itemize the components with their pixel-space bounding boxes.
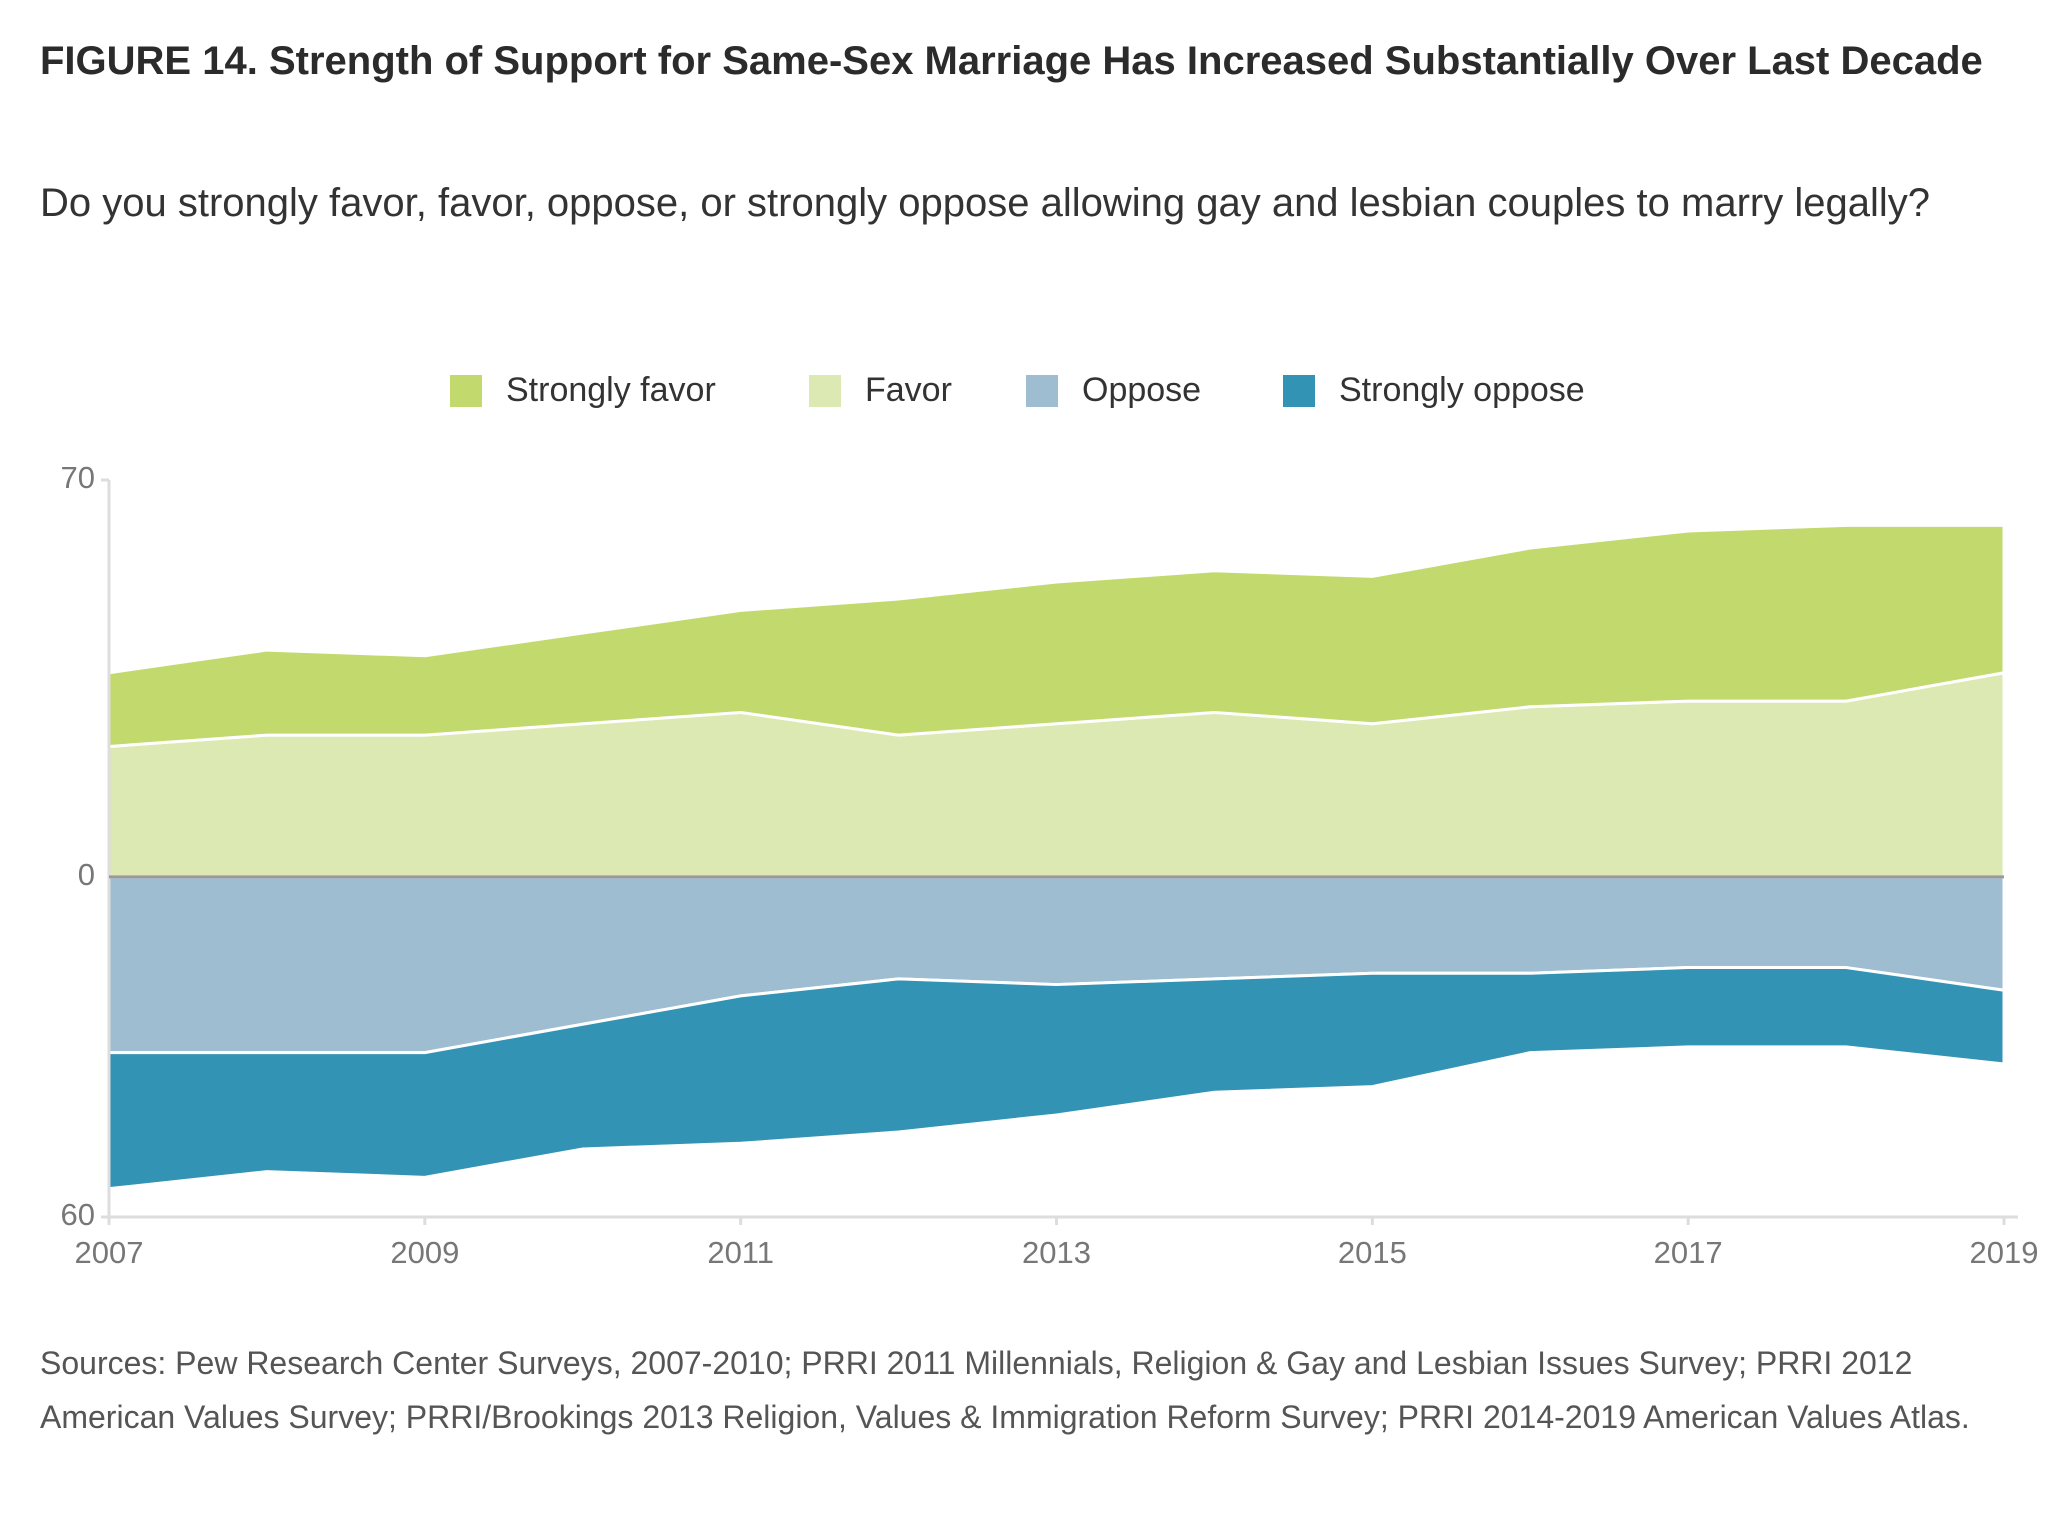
area bbox=[107, 523, 2006, 748]
legend-swatch bbox=[1026, 375, 1058, 407]
source-note: Sources: Pew Research Center Surveys, 20… bbox=[40, 1345, 1970, 1435]
y-tick-label: 60 bbox=[61, 1197, 95, 1232]
legend-label: Strongly favor bbox=[506, 371, 716, 409]
y-tick-label: 0 bbox=[78, 857, 95, 892]
legend-label: Strongly oppose bbox=[1339, 371, 1585, 409]
x-tick-label: 2009 bbox=[390, 1235, 459, 1270]
legend-swatch bbox=[809, 375, 841, 407]
x-tick-label: 2019 bbox=[1970, 1235, 2039, 1270]
x-tick-label: 2017 bbox=[1654, 1235, 1723, 1270]
legend-label: Oppose bbox=[1082, 371, 1201, 409]
x-tick-label: 2015 bbox=[1338, 1235, 1407, 1270]
x-tick-label: 2011 bbox=[707, 1235, 774, 1270]
y-tick-label: 70 bbox=[61, 460, 95, 495]
legend-swatch bbox=[1283, 375, 1315, 407]
chart-subtitle: Do you strongly favor, favor, oppose, or… bbox=[40, 181, 1930, 225]
x-tick-label: 2013 bbox=[1022, 1235, 1091, 1270]
legend-label: Favor bbox=[865, 371, 952, 409]
chart: Strongly favor Favor Oppose Strongly oppose… bbox=[61, 371, 2039, 1270]
area bbox=[107, 966, 2006, 1191]
chart-title: FIGURE 14. Strength of Support for Same-… bbox=[40, 39, 1983, 83]
legend-swatch bbox=[450, 375, 482, 407]
x-tick-label: 2007 bbox=[75, 1235, 144, 1270]
